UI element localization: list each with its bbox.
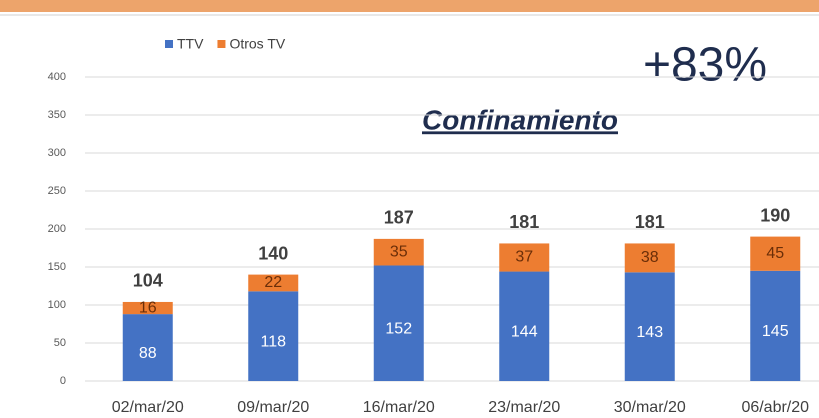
top-band bbox=[0, 0, 819, 12]
y-tick-label: 400 bbox=[48, 71, 66, 83]
total-label: 140 bbox=[258, 243, 288, 263]
bar-segment bbox=[624, 272, 675, 381]
bar-segment bbox=[750, 236, 801, 271]
bar-segment bbox=[499, 271, 550, 381]
value-label: 16 bbox=[139, 299, 157, 316]
y-tick-label: 250 bbox=[48, 185, 66, 197]
value-label: 144 bbox=[511, 323, 538, 340]
legend-swatch bbox=[217, 40, 226, 48]
total-label: 104 bbox=[133, 271, 163, 291]
total-label: 187 bbox=[384, 208, 414, 228]
bar-segment bbox=[750, 270, 801, 381]
value-label: 143 bbox=[636, 324, 663, 341]
y-tick-label: 50 bbox=[54, 337, 66, 349]
value-label: 38 bbox=[641, 249, 659, 266]
x-tick-label: 09/mar/20 bbox=[237, 399, 309, 416]
bar-segment bbox=[122, 301, 173, 315]
x-tick-label: 16/mar/20 bbox=[363, 399, 435, 416]
total-label: 190 bbox=[760, 205, 790, 225]
value-label: 35 bbox=[390, 243, 408, 260]
y-tick-label: 350 bbox=[48, 109, 66, 121]
value-label: 45 bbox=[766, 245, 784, 262]
value-label: 145 bbox=[762, 323, 789, 340]
y-tick-label: 200 bbox=[48, 223, 66, 235]
value-label: 22 bbox=[264, 274, 282, 291]
value-label: 88 bbox=[139, 345, 157, 362]
y-tick-label: 100 bbox=[48, 299, 66, 311]
x-tick-label: 23/mar/20 bbox=[488, 399, 560, 416]
value-label: 37 bbox=[515, 249, 533, 266]
bar-segment bbox=[624, 243, 675, 273]
legend-label: TTV bbox=[177, 36, 204, 52]
x-tick-label: 06/abr/20 bbox=[741, 399, 809, 416]
growth-annotation: +83% bbox=[643, 39, 767, 92]
bar-segment bbox=[122, 314, 173, 381]
legend-swatch bbox=[165, 40, 173, 48]
period-annotation: Confinamiento bbox=[422, 104, 618, 135]
value-label: 152 bbox=[385, 320, 412, 337]
legend-label: Otros TV bbox=[229, 36, 285, 52]
bar-segment bbox=[373, 265, 424, 381]
x-tick-label: 02/mar/20 bbox=[112, 399, 184, 416]
x-tick-label: 30/mar/20 bbox=[614, 399, 686, 416]
bar-segment bbox=[248, 291, 299, 381]
bar-segment bbox=[248, 274, 299, 292]
y-tick-label: 300 bbox=[48, 147, 66, 159]
y-tick-label: 0 bbox=[60, 375, 66, 387]
bar-segment bbox=[373, 238, 424, 266]
y-tick-label: 150 bbox=[48, 261, 66, 273]
total-label: 181 bbox=[509, 212, 539, 232]
bar-segment bbox=[499, 243, 550, 272]
value-label: 118 bbox=[260, 333, 286, 350]
total-label: 181 bbox=[635, 212, 665, 232]
